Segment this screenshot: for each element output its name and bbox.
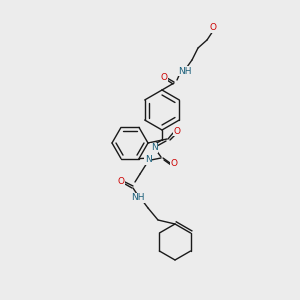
Text: NH: NH [178,67,192,76]
Text: O: O [170,160,178,169]
Text: NH: NH [131,194,145,202]
Text: O: O [209,23,217,32]
Text: O: O [173,127,181,136]
Text: O: O [160,74,167,82]
Text: O: O [118,178,124,187]
Text: N: N [145,155,152,164]
Text: N: N [151,143,158,152]
